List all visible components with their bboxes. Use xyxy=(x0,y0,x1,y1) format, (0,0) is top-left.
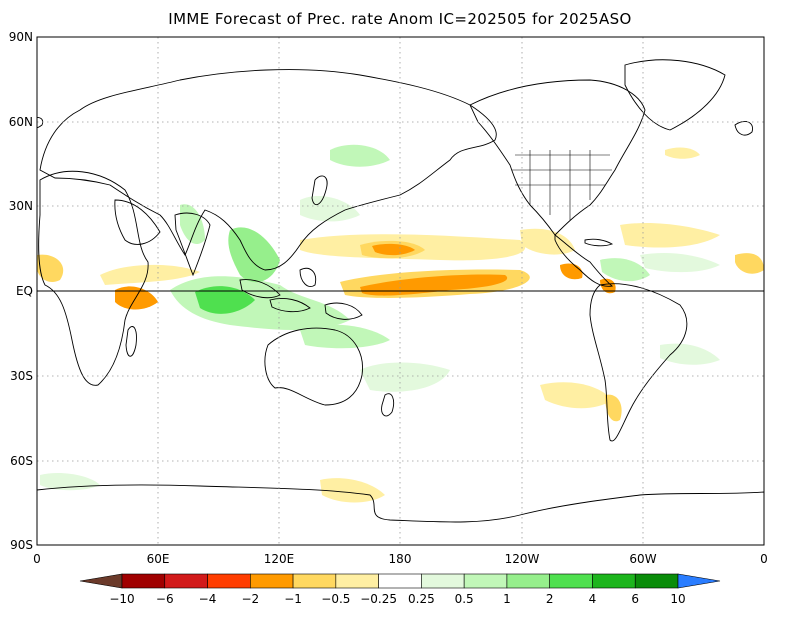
us-state-lines xyxy=(512,150,612,220)
colorbar: −10 −6 −4 −2 −1 −0.5 −0.25 0.25 0.5 1 2 4 6 10 xyxy=(79,573,721,606)
lon-label: 0 xyxy=(760,552,768,566)
coastlines xyxy=(37,59,764,523)
lon-label: 60W xyxy=(629,552,656,566)
lon-label: 60E xyxy=(147,552,170,566)
colorbar-swatch xyxy=(506,573,550,589)
colorbar-swatch xyxy=(121,573,166,589)
colorbar-label: −10 xyxy=(109,592,134,606)
lat-label: 90S xyxy=(10,538,33,552)
colorbar-label: 1 xyxy=(503,592,511,606)
latitude-labels: 90N 60N 30N EQ 30S 60S 90S xyxy=(9,30,33,552)
colorbar-end-high xyxy=(677,573,721,589)
lat-label: 60N xyxy=(9,115,33,129)
colorbar-label: 2 xyxy=(546,592,554,606)
colorbar-label: 6 xyxy=(631,592,639,606)
grid-lines xyxy=(37,37,764,545)
lon-label: 120E xyxy=(264,552,295,566)
colorbar-label: 4 xyxy=(589,592,597,606)
colorbar-swatch xyxy=(463,573,508,589)
colorbar-swatch xyxy=(292,573,337,589)
map-plot-area xyxy=(37,37,764,545)
lat-label: 30N xyxy=(9,199,33,213)
colorbar-label: −2 xyxy=(241,592,259,606)
colorbar-label: −6 xyxy=(156,592,174,606)
lat-label: 90N xyxy=(9,30,33,44)
lat-label: 60S xyxy=(10,454,33,468)
lon-label: 120W xyxy=(505,552,540,566)
colorbar-label: 0.25 xyxy=(408,592,435,606)
colorbar-label: 0.5 xyxy=(455,592,474,606)
lon-label: 0 xyxy=(33,552,41,566)
colorbar-swatch xyxy=(250,573,294,589)
colorbar-swatch xyxy=(421,573,465,589)
colorbar-label: 10 xyxy=(670,592,685,606)
map-title: IMME Forecast of Prec. rate Anom IC=2025… xyxy=(168,10,632,28)
colorbar-swatch xyxy=(634,573,679,589)
lat-label: 30S xyxy=(10,369,33,383)
colorbar-swatch xyxy=(592,573,636,589)
colorbar-label: −0.5 xyxy=(321,592,350,606)
colorbar-swatch xyxy=(207,573,251,589)
colorbar-swatch xyxy=(378,573,422,589)
colorbar-label: −4 xyxy=(199,592,217,606)
lat-label: EQ xyxy=(16,284,33,298)
lon-label: 180 xyxy=(389,552,412,566)
colorbar-swatch xyxy=(335,573,379,589)
map-frame xyxy=(36,36,765,546)
anomaly-shading xyxy=(37,144,764,503)
longitude-labels: 0 60E 120E 180 120W 60W 0 xyxy=(33,552,768,566)
colorbar-end-low xyxy=(79,573,123,589)
colorbar-swatch xyxy=(549,573,593,589)
colorbar-swatch xyxy=(164,573,208,589)
colorbar-label: −0.25 xyxy=(360,592,397,606)
colorbar-label: −1 xyxy=(284,592,302,606)
